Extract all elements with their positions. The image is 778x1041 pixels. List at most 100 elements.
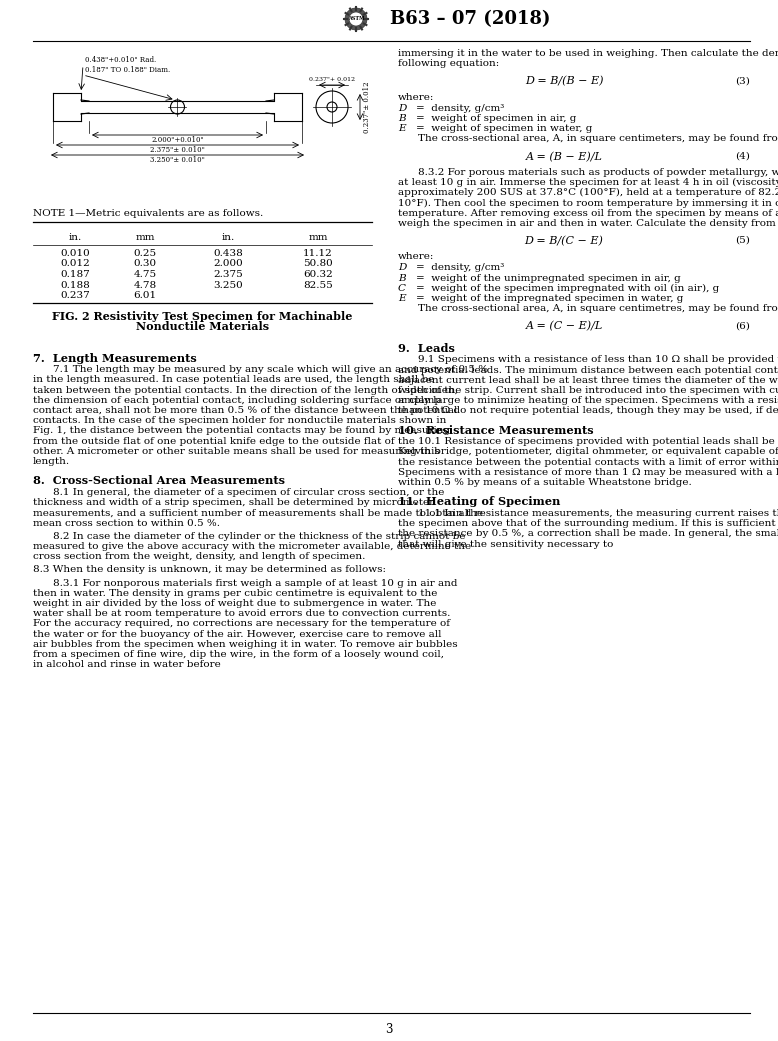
Text: =  weight of the unimpregnated specimen in air, g: = weight of the unimpregnated specimen i…: [416, 274, 681, 282]
Text: 3: 3: [385, 1023, 393, 1036]
Text: mm: mm: [135, 233, 155, 242]
Text: =  density, g/cm³: = density, g/cm³: [416, 104, 504, 112]
Text: =  density, g/cm³: = density, g/cm³: [416, 263, 504, 273]
Text: 11.12: 11.12: [303, 249, 333, 258]
Text: 9.  Leads: 9. Leads: [398, 342, 455, 354]
Text: E: E: [398, 294, 405, 303]
Text: cross section from the weight, density, and length of specimen.: cross section from the weight, density, …: [33, 552, 366, 561]
Text: 0.438"+0.010" Rad.: 0.438"+0.010" Rad.: [85, 56, 156, 64]
Text: mm: mm: [308, 233, 328, 242]
Text: 50.80: 50.80: [303, 259, 333, 269]
Text: 8.  Cross-Sectional Area Measurements: 8. Cross-Sectional Area Measurements: [33, 475, 285, 486]
Text: C: C: [398, 284, 406, 293]
Text: 9.1 Specimens with a resistance of less than 10 Ω shall be provided with both cu: 9.1 Specimens with a resistance of less …: [418, 355, 778, 364]
Text: in.: in.: [68, 233, 82, 242]
Text: 11.  Heating of Specimen: 11. Heating of Specimen: [398, 497, 560, 507]
Text: =  weight of specimen in water, g: = weight of specimen in water, g: [416, 124, 592, 133]
Text: water shall be at room temperature to avoid errors due to convection currents.: water shall be at room temperature to av…: [33, 609, 450, 618]
Text: D: D: [398, 104, 406, 112]
Text: from the outside flat of one potential knife edge to the outside flat of the: from the outside flat of one potential k…: [33, 436, 415, 446]
Text: Nonductile Materials: Nonductile Materials: [136, 322, 269, 332]
Text: Fig. 1, the distance between the potential contacts may be found by measuring: Fig. 1, the distance between the potenti…: [33, 427, 450, 435]
Text: the dimension of each potential contact, including soldering surface or clamp: the dimension of each potential contact,…: [33, 396, 441, 405]
Text: than 10 Ω do not require potential leads, though they may be used, if desired.: than 10 Ω do not require potential leads…: [398, 406, 778, 415]
Text: 3.250"± 0.010": 3.250"± 0.010": [150, 156, 205, 164]
Text: =  weight of the specimen impregnated with oil (in air), g: = weight of the specimen impregnated wit…: [416, 284, 719, 293]
Text: approximately 200 SUS at 37.8°C (100°F), held at a temperature of 82.2 ± 5.5°C (: approximately 200 SUS at 37.8°C (100°F),…: [398, 188, 778, 198]
Text: (5): (5): [735, 236, 750, 245]
Text: D: D: [398, 263, 406, 273]
Circle shape: [345, 8, 367, 30]
Text: within 0.5 % by means of a suitable Wheatstone bridge.: within 0.5 % by means of a suitable Whea…: [398, 478, 692, 487]
Text: =  weight of the impregnated specimen in water, g: = weight of the impregnated specimen in …: [416, 294, 683, 303]
Text: the water or for the buoyancy of the air. However, exercise care to remove all: the water or for the buoyancy of the air…: [33, 630, 441, 638]
Text: amply large to minimize heating of the specimen. Specimens with a resistance gre: amply large to minimize heating of the s…: [398, 397, 778, 405]
Text: 10.  Resistance Measurements: 10. Resistance Measurements: [398, 425, 594, 435]
Text: following equation:: following equation:: [398, 59, 499, 69]
Text: 8.1 In general, the diameter of a specimen of circular cross section, or the: 8.1 In general, the diameter of a specim…: [53, 488, 444, 497]
Text: in the length measured. In case potential leads are used, the length shall be: in the length measured. In case potentia…: [33, 376, 434, 384]
Text: 8.3.1 For nonporous materials first weigh a sample of at least 10 g in air and: 8.3.1 For nonporous materials first weig…: [53, 579, 457, 587]
Text: 4.78: 4.78: [134, 280, 156, 289]
Text: at least 10 g in air. Immerse the specimen for at least 4 h in oil (viscosity of: at least 10 g in air. Immerse the specim…: [398, 178, 778, 187]
Text: 2.000: 2.000: [213, 259, 243, 269]
Text: 0.187: 0.187: [60, 270, 90, 279]
Text: 2.000"+0.010": 2.000"+0.010": [151, 136, 204, 144]
Text: 8.3.2 For porous materials such as products of powder metallurgy, weigh a specim: 8.3.2 For porous materials such as produ…: [418, 168, 778, 177]
Text: other. A micrometer or other suitable means shall be used for measuring this: other. A micrometer or other suitable me…: [33, 447, 440, 456]
Circle shape: [349, 12, 363, 26]
Text: 7.  Length Measurements: 7. Length Measurements: [33, 353, 197, 363]
Text: B63 – 07 (2018): B63 – 07 (2018): [390, 10, 551, 28]
Text: where:: where:: [398, 93, 434, 102]
Text: =  weight of specimen in air, g: = weight of specimen in air, g: [416, 115, 576, 123]
Text: mean cross section to within 0.5 %.: mean cross section to within 0.5 %.: [33, 518, 220, 528]
Text: Specimens with a resistance of more than 1 Ω may be measured with a limit of err: Specimens with a resistance of more than…: [398, 467, 778, 477]
Text: immersing it in the water to be used in weighing. Then calculate the density fro: immersing it in the water to be used in …: [398, 49, 778, 58]
Text: and potential leads. The minimum distance between each potential contact and the: and potential leads. The minimum distanc…: [398, 365, 778, 375]
Text: 8.3 When the density is unknown, it may be determined as follows:: 8.3 When the density is unknown, it may …: [33, 565, 386, 575]
Text: contacts. In the case of the specimen holder for nonductile materials shown in: contacts. In the case of the specimen ho…: [33, 416, 447, 425]
Text: B: B: [398, 115, 405, 123]
Text: 0.187" TO 0.188" Diam.: 0.187" TO 0.188" Diam.: [85, 66, 170, 74]
Text: air bubbles from the specimen when weighing it in water. To remove air bubbles: air bubbles from the specimen when weigh…: [33, 640, 457, 649]
Text: length.: length.: [33, 457, 70, 466]
Text: FIG. 2 Resistivity Test Specimen for Machinable: FIG. 2 Resistivity Test Specimen for Mac…: [52, 310, 352, 322]
Text: 0.438: 0.438: [213, 249, 243, 258]
Text: in.: in.: [222, 233, 235, 242]
Text: 7.1 The length may be measured by any scale which will give an accuracy of 0.5 %: 7.1 The length may be measured by any sc…: [53, 365, 488, 374]
Text: B: B: [398, 274, 405, 282]
Text: weight in air divided by the loss of weight due to submergence in water. The: weight in air divided by the loss of wei…: [33, 599, 436, 608]
Text: 4.75: 4.75: [134, 270, 156, 279]
Text: 10.1 Resistance of specimens provided with potential leads shall be measured wit: 10.1 Resistance of specimens provided wi…: [418, 437, 778, 447]
Text: A = (B − E)/L: A = (B − E)/L: [526, 152, 602, 162]
Text: the resistance by 0.5 %, a correction shall be made. In general, the smallest cu: the resistance by 0.5 %, a correction sh…: [398, 529, 778, 538]
Text: weigh the specimen in air and then in water. Calculate the density from the equa: weigh the specimen in air and then in wa…: [398, 219, 778, 228]
Text: contact area, shall not be more than 0.5 % of the distance between the potential: contact area, shall not be more than 0.5…: [33, 406, 457, 415]
Text: 3.250: 3.250: [213, 280, 243, 289]
Text: 0.237"± 0.012: 0.237"± 0.012: [363, 81, 371, 133]
Text: the specimen above that of the surrounding medium. If this is sufficient to chan: the specimen above that of the surroundi…: [398, 519, 778, 528]
Text: 60.32: 60.32: [303, 270, 333, 279]
Text: D = B/(C − E): D = B/(C − E): [524, 236, 604, 247]
Text: 0.012: 0.012: [60, 259, 90, 269]
Text: 82.55: 82.55: [303, 280, 333, 289]
Text: 11.1 In all resistance measurements, the measuring current raises the temperatur: 11.1 In all resistance measurements, the…: [418, 509, 778, 518]
Text: NOTE 1—Metric equivalents are as follows.: NOTE 1—Metric equivalents are as follows…: [33, 209, 263, 218]
Text: thickness and width of a strip specimen, shall be determined by micrometer: thickness and width of a strip specimen,…: [33, 499, 434, 507]
Text: in alcohol and rinse in water before: in alcohol and rinse in water before: [33, 660, 221, 669]
Text: 6.01: 6.01: [134, 291, 156, 300]
Text: (3): (3): [735, 76, 750, 85]
Text: 10°F). Then cool the specimen to room temperature by immersing it in oil at room: 10°F). Then cool the specimen to room te…: [398, 199, 778, 207]
Text: temperature. After removing excess oil from the specimen by means of a soft clot: temperature. After removing excess oil f…: [398, 208, 778, 218]
Text: 0.010: 0.010: [60, 249, 90, 258]
Text: 2.375"± 0.010": 2.375"± 0.010": [150, 146, 205, 154]
Text: width of the strip. Current shall be introduced into the specimen with current l: width of the strip. Current shall be int…: [398, 386, 778, 395]
Text: (6): (6): [735, 322, 750, 330]
Text: measurements, and a sufficient number of measurements shall be made to obtain th: measurements, and a sufficient number of…: [33, 508, 483, 517]
Text: The cross-sectional area, A, in square centimeters, may be found from the equati: The cross-sectional area, A, in square c…: [418, 134, 778, 144]
Text: measured to give the above accuracy with the micrometer available, determine the: measured to give the above accuracy with…: [33, 542, 471, 551]
Text: from a specimen of fine wire, dip the wire, in the form of a loosely wound coil,: from a specimen of fine wire, dip the wi…: [33, 650, 444, 659]
Text: 0.237: 0.237: [60, 291, 90, 300]
Text: 0.237"+ 0.012: 0.237"+ 0.012: [309, 77, 355, 82]
Text: then in water. The density in grams per cubic centimetre is equivalent to the: then in water. The density in grams per …: [33, 589, 437, 598]
